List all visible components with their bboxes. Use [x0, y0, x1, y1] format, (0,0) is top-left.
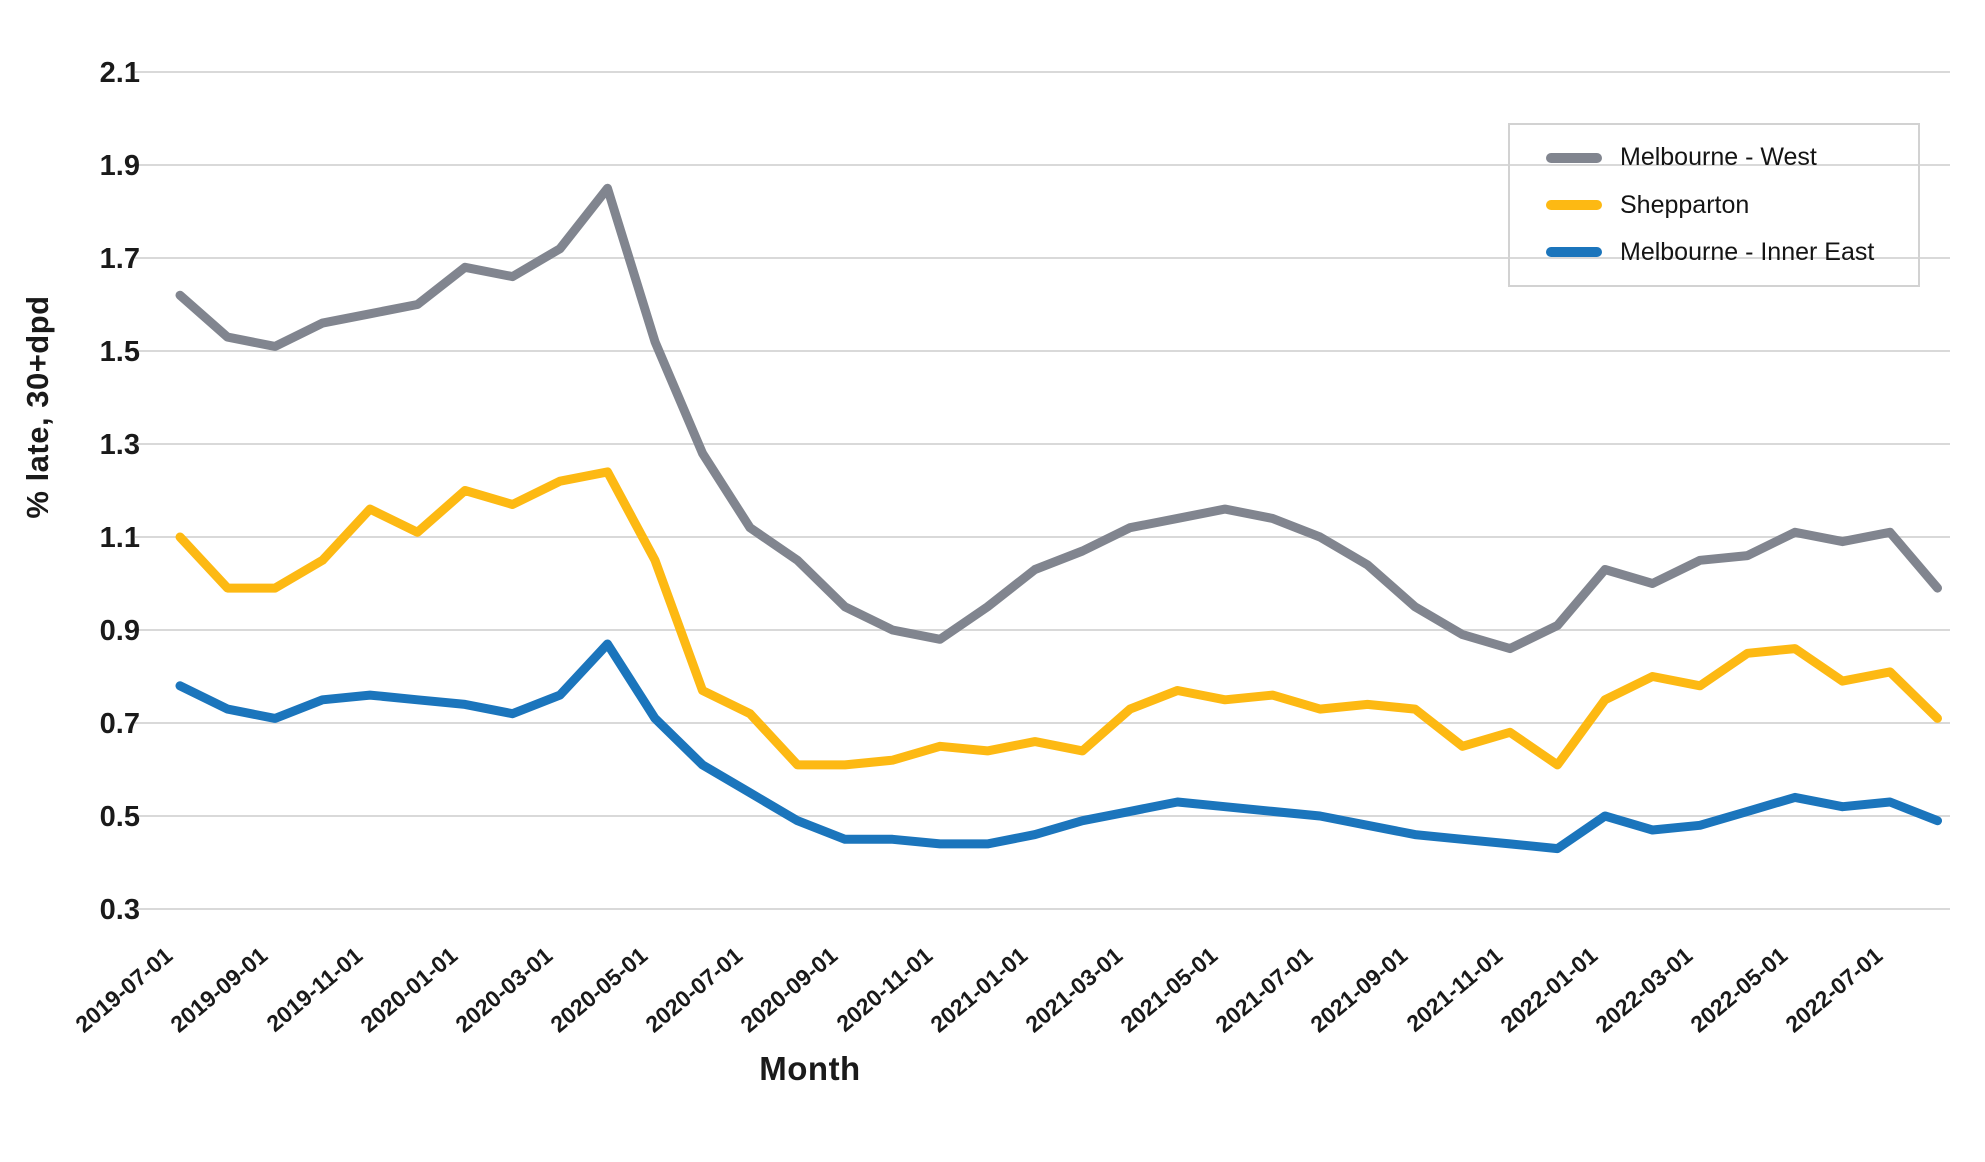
x-tick-label: 2020-03-01: [450, 942, 557, 1038]
y-tick-label: 0.7: [100, 708, 140, 740]
legend-swatch-shepparton: [1546, 200, 1602, 210]
y-tick-label: 0.3: [100, 894, 140, 926]
x-tick-label: 2019-11-01: [261, 942, 367, 1037]
x-tick-label: 2019-09-01: [165, 942, 272, 1038]
x-tick-label: 2020-05-01: [545, 942, 652, 1038]
x-tick-label: 2022-03-01: [1590, 942, 1697, 1038]
legend-label-shepparton: Shepparton: [1620, 190, 1750, 219]
y-tick-label: 1.9: [100, 150, 140, 182]
series-line-melbourne-inner-east: [175, 639, 1942, 854]
legend: Melbourne - West Shepparton Melbourne - …: [1508, 123, 1920, 287]
legend-item-shepparton: Shepparton: [1546, 191, 1918, 220]
x-tick-label: 2021-05-01: [1115, 942, 1222, 1038]
y-tick-label: 1.1: [100, 522, 140, 554]
y-tick-label: 0.5: [100, 801, 140, 833]
x-tick-label: 2022-01-01: [1495, 942, 1602, 1038]
legend-swatch-melbourne-west: [1546, 152, 1602, 163]
x-tick-label: 2021-07-01: [1210, 942, 1317, 1038]
x-tick-label: 2022-07-01: [1780, 942, 1887, 1038]
x-tick-label: 2019-07-01: [70, 942, 177, 1038]
y-tick-label: 1.7: [100, 243, 140, 275]
series-line-shepparton: [175, 467, 1942, 770]
x-tick-label: 2020-07-01: [640, 942, 747, 1038]
x-tick-label: 2020-09-01: [735, 942, 842, 1038]
legend-item-melbourne-inner-east: Melbourne - Inner East: [1546, 238, 1918, 267]
y-tick-labels: 2.1 1.9 1.7 1.5 1.3 1.1 0.9 0.7 0.5 0.3: [100, 57, 140, 926]
x-tick-label: 2022-05-01: [1685, 942, 1792, 1038]
y-axis-title: % late, 30+dpd: [20, 295, 55, 519]
x-tick-label: 2021-11-01: [1401, 942, 1507, 1037]
x-tick-label: 2020-01-01: [355, 942, 462, 1038]
x-tick-label: 2021-01-01: [925, 942, 1032, 1038]
x-tick-label: 2020-11-01: [831, 942, 937, 1037]
y-tick-label: 1.5: [100, 336, 140, 368]
gridlines: [135, 71, 1950, 910]
x-tick-label: 2021-03-01: [1020, 942, 1127, 1038]
y-tick-label: 2.1: [100, 57, 140, 89]
legend-item-melbourne-west: Melbourne - West: [1546, 143, 1918, 172]
y-tick-label: 1.3: [100, 429, 140, 461]
series-line-melbourne-west: [175, 183, 1942, 654]
legend-label-melbourne-inner-east: Melbourne - Inner East: [1620, 237, 1875, 266]
x-tick-label: 2021-09-01: [1305, 942, 1412, 1038]
legend-label-melbourne-west: Melbourne - West: [1620, 143, 1817, 172]
legend-swatch-melbourne-inner-east: [1546, 247, 1602, 258]
x-tick-labels: 2019-07-012019-09-012019-11-012020-01-01…: [70, 942, 1887, 1038]
x-axis-title: Month: [759, 1050, 861, 1087]
y-tick-label: 0.9: [100, 615, 140, 647]
